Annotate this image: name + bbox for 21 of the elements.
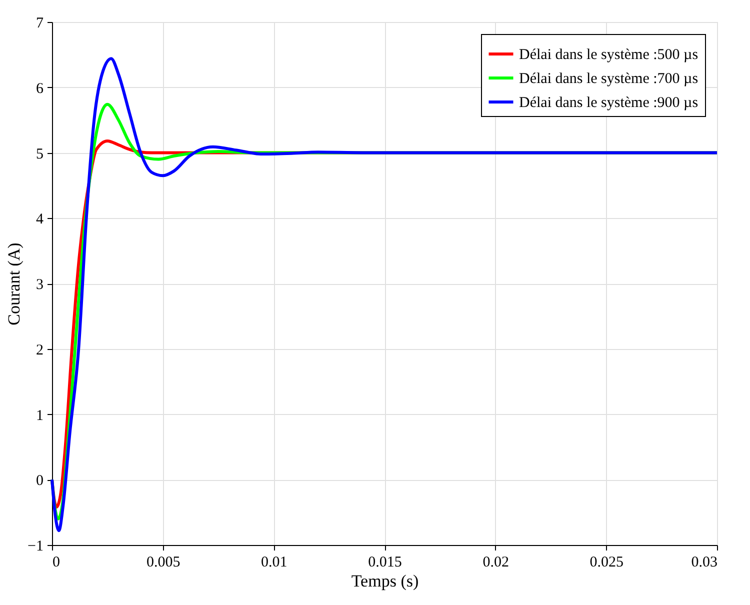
y-tick-label: 1 <box>36 408 44 424</box>
x-tick-label: 0.005 <box>146 554 180 570</box>
y-tick-label: 7 <box>36 16 44 32</box>
legend-label: Délai dans le système :900 µs <box>519 95 698 111</box>
y-tick-label: 6 <box>36 80 44 97</box>
y-tick-label: 4 <box>36 212 44 228</box>
x-tick-label: 0.025 <box>590 554 624 570</box>
x-tick-label: 0.02 <box>482 554 509 570</box>
y-tick-label: 2 <box>36 342 44 358</box>
x-tick-label: 0.01 <box>261 554 288 570</box>
legend-label: Délai dans le système :700 µs <box>519 71 698 87</box>
x-tick-label: 0.03 <box>691 554 718 570</box>
x-tick-label: 0.015 <box>368 554 402 570</box>
x-axis-title: Temps (s) <box>351 572 419 590</box>
x-tick-label: 0 <box>52 554 60 570</box>
y-tick-label: 5 <box>36 146 44 162</box>
y-axis-title: Courant (A) <box>4 242 24 326</box>
y-tick-label: 0 <box>36 473 44 490</box>
legend-label: Délai dans le système :500 µs <box>519 47 698 63</box>
y-tick-label: −1 <box>28 538 44 554</box>
y-tick-label: 3 <box>36 277 44 293</box>
